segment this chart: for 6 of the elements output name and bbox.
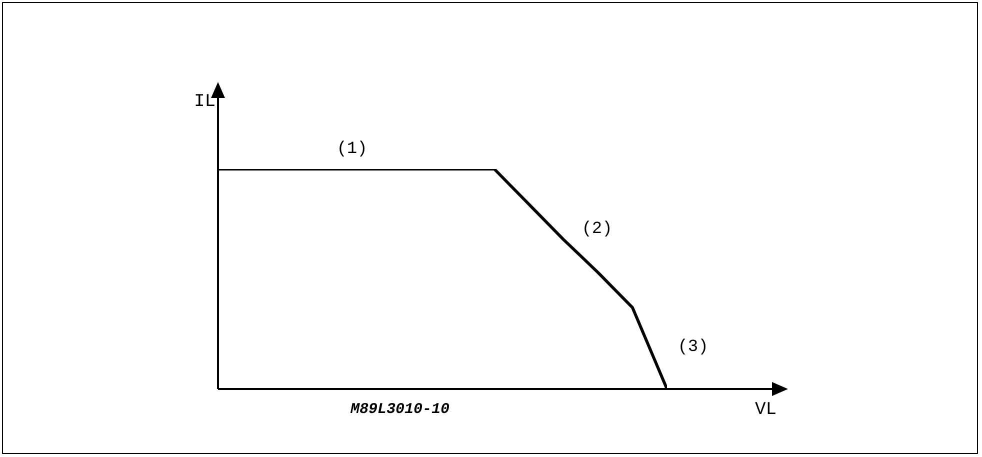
annotation: (2) bbox=[580, 220, 614, 239]
x-axis-title: VL bbox=[755, 400, 777, 420]
text: M89L3010-10 bbox=[349, 401, 451, 418]
y-axis-title: IL bbox=[194, 92, 216, 112]
text: (1) bbox=[336, 140, 368, 159]
text: (3) bbox=[676, 338, 710, 357]
